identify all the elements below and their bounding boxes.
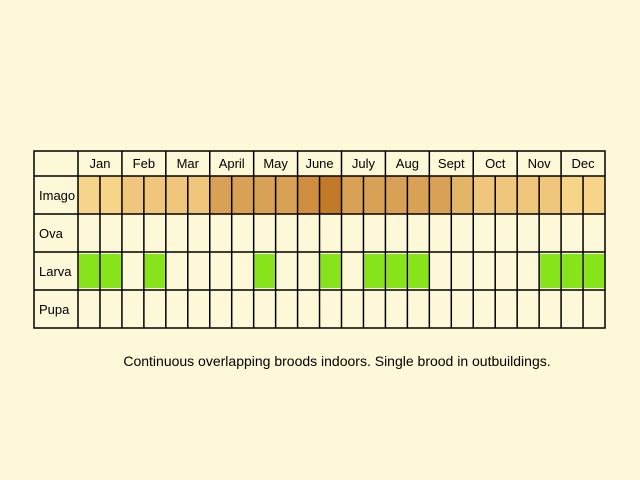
imago-week-cell	[143, 176, 167, 214]
month-label: Sept	[438, 156, 465, 171]
month-label: July	[352, 156, 376, 171]
larva-week-bar	[562, 254, 583, 288]
imago-week-cell	[429, 176, 452, 214]
month-label: Mar	[177, 156, 200, 171]
stage-label: Pupa	[39, 302, 70, 317]
imago-week-cell	[517, 176, 540, 214]
larva-week-bar	[386, 254, 407, 288]
imago-week-cell	[561, 176, 584, 214]
month-label: Aug	[396, 156, 419, 171]
imago-week-cell	[275, 176, 299, 214]
imago-week-cell	[297, 176, 321, 214]
imago-week-cell	[165, 176, 189, 214]
imago-week-cell	[473, 176, 496, 214]
imago-week-cell	[341, 176, 364, 214]
larva-week-bar	[584, 254, 604, 288]
imago-week-cell	[539, 176, 562, 214]
imago-week-cell	[319, 176, 342, 214]
imago-week-cell	[363, 176, 386, 214]
larva-week-bar	[320, 254, 341, 288]
month-label: May	[263, 156, 288, 171]
imago-week-cell	[209, 176, 233, 214]
imago-week-cell	[451, 176, 474, 214]
larva-week-bar	[79, 254, 99, 288]
imago-week-cell	[495, 176, 518, 214]
larva-week-bar	[144, 254, 165, 288]
larva-week-bar	[254, 254, 275, 288]
imago-week-cell	[253, 176, 277, 214]
imago-week-cell	[231, 176, 255, 214]
imago-week-cell	[78, 176, 101, 214]
month-label: April	[219, 156, 245, 171]
month-label: Dec	[571, 156, 595, 171]
larva-week-bar	[364, 254, 385, 288]
month-label: June	[305, 156, 333, 171]
imago-week-cell	[121, 176, 145, 214]
larva-week-bar	[540, 254, 561, 288]
stage-label: Imago	[39, 188, 75, 203]
imago-week-cell	[583, 176, 606, 214]
chart-caption: Continuous overlapping broods indoors. S…	[123, 353, 551, 369]
larva-week-bar	[100, 254, 121, 288]
month-label: Jan	[89, 156, 110, 171]
month-label: Oct	[485, 156, 506, 171]
imago-week-cell	[99, 176, 123, 214]
imago-week-cell	[407, 176, 430, 214]
larva-week-bar	[408, 254, 429, 288]
imago-week-cell	[385, 176, 408, 214]
month-label: Feb	[133, 156, 155, 171]
stage-label: Larva	[39, 264, 72, 279]
stage-label: Ova	[39, 226, 64, 241]
imago-week-cell	[187, 176, 211, 214]
month-label: Nov	[528, 156, 552, 171]
